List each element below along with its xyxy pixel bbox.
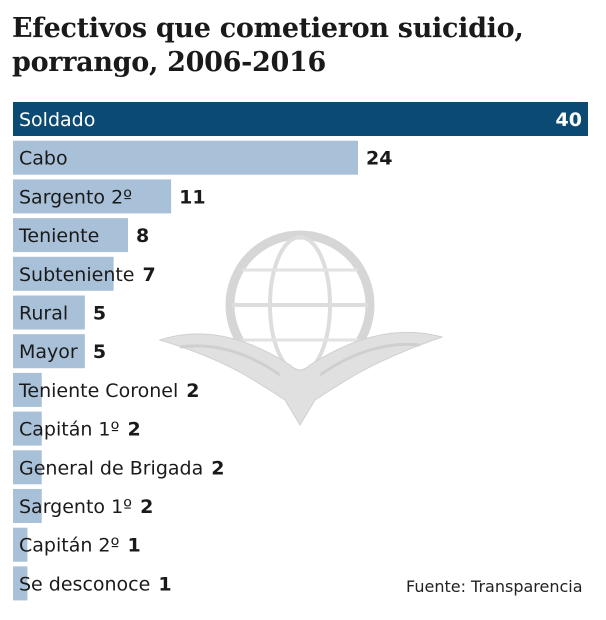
category-label-10: General de Brigada xyxy=(19,457,203,479)
bar-10 xyxy=(13,450,42,485)
bar-11 xyxy=(13,489,42,523)
eagle-globe-watermark-icon xyxy=(158,230,444,426)
value-label-6: 5 xyxy=(93,303,106,325)
chart-title-line-2: porrango, 2006-2016 xyxy=(12,47,326,78)
category-label-4: Teniente xyxy=(18,225,99,247)
category-label-11: Sargento 1º xyxy=(19,496,132,518)
bar-7 xyxy=(13,334,85,369)
value-label-10: 2 xyxy=(211,457,224,479)
value-label-8: 2 xyxy=(186,380,199,402)
category-label-3: Sargento 2º xyxy=(19,186,132,208)
value-label-13: 1 xyxy=(158,573,171,595)
category-label-13: Se desconoce xyxy=(19,573,150,595)
bar-5 xyxy=(13,256,114,291)
bar-4 xyxy=(13,218,128,253)
bar-1 xyxy=(13,102,588,136)
value-label-7: 5 xyxy=(93,341,106,363)
category-label-5: Subteniente xyxy=(19,264,135,286)
bar-13 xyxy=(13,566,28,601)
bar-8 xyxy=(13,372,42,407)
value-label-2: 24 xyxy=(366,148,392,170)
category-label-7: Mayor xyxy=(19,341,78,363)
value-label-3: 11 xyxy=(179,186,205,208)
value-label-5: 7 xyxy=(143,264,156,286)
category-label-6: Rural xyxy=(19,303,68,325)
bar-6 xyxy=(13,295,85,330)
value-label-9: 2 xyxy=(127,419,140,441)
value-label-11: 2 xyxy=(140,496,153,518)
value-label-1: 40 xyxy=(556,109,582,131)
chart-title-line-1: Efectivos que cometieron suicidio, xyxy=(12,13,524,44)
bar-12 xyxy=(13,527,28,562)
category-label-9: Capitán 1º xyxy=(19,419,120,441)
value-label-4: 8 xyxy=(136,225,149,247)
chart-title: Efectivos que cometieron suicidio, porra… xyxy=(12,12,592,80)
bar-9 xyxy=(13,411,42,446)
bar-2 xyxy=(13,140,358,175)
category-label-1: Soldado xyxy=(19,109,95,131)
category-label-12: Capitán 2º xyxy=(19,535,120,557)
category-label-8: Teniente Coronel xyxy=(18,380,178,402)
source-note: Fuente: Transparencia xyxy=(406,577,583,596)
value-label-12: 1 xyxy=(127,535,140,557)
bar-3 xyxy=(13,179,172,214)
category-label-2: Cabo xyxy=(19,148,68,170)
